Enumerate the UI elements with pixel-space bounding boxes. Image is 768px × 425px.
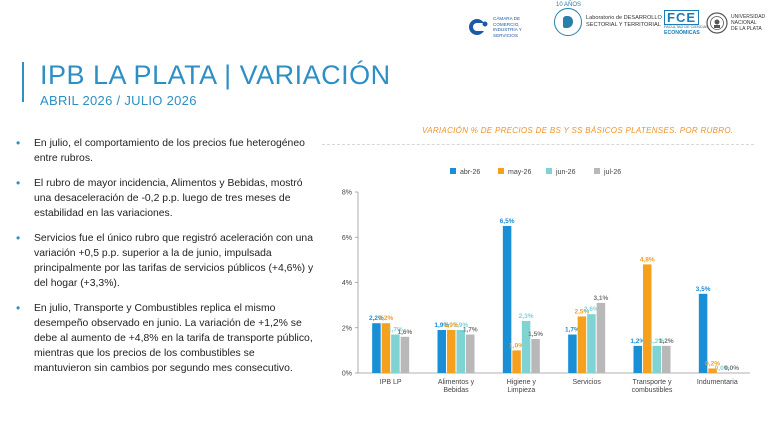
data-label-may-26: 2,5%: [575, 308, 590, 315]
bar-abr-26: [502, 225, 512, 373]
y-tick-label: 4%: [342, 280, 352, 287]
camara-logo: CÁMARA DE COMERCIO, INDUSTRIA Y SERVICIO…: [468, 16, 539, 39]
y-tick-label: 0%: [342, 371, 352, 378]
legend-swatch-jul-26: [594, 168, 600, 174]
bar-jul-26: [662, 345, 671, 373]
bullet-item: El rubro de mayor incidencia, Alimentos …: [14, 176, 314, 221]
laboratorio-emblem-icon: 10 AÑOS: [554, 2, 582, 36]
x-tick-label: combustibles: [632, 387, 673, 394]
data-label-jul-26: 0,0%: [724, 365, 739, 372]
data-label-jun-26: 1,2%: [649, 338, 664, 345]
fce-mark: FCE: [664, 10, 699, 25]
bar-may-26: [708, 368, 717, 373]
fce-logo: FCE FACULTAD DE CIENCIAS ECONÓMICAS: [664, 10, 709, 36]
data-label-jun-26: 1,7%: [388, 327, 403, 334]
title-accent-bar: [22, 62, 24, 102]
bar-jun-26: [652, 345, 661, 373]
legend-label-may-26: may-26: [508, 169, 531, 176]
y-tick-label: 8%: [342, 190, 352, 197]
logos-strip: CÁMARA DE COMERCIO, INDUSTRIA Y SERVICIO…: [468, 2, 768, 42]
x-tick-label: IPB LP: [380, 379, 402, 386]
data-label-jul-26: 1,2%: [659, 338, 674, 345]
data-label-abr-26: 1,7%: [565, 327, 580, 334]
data-label-jul-26: 1,6%: [398, 329, 413, 336]
bar-may-26: [643, 264, 652, 373]
bar-jul-26: [466, 334, 475, 373]
bar-abr-26: [698, 293, 708, 373]
chart-title-divider: [322, 144, 754, 146]
data-label-may-26: 0,2%: [705, 360, 720, 367]
unlp-logo: UNIVERSIDAD NACIONAL DE LA PLATA: [706, 12, 765, 34]
bar-may-26: [447, 330, 456, 373]
x-tick-label: Alimentos y: [438, 379, 475, 386]
bar-jun-26: [587, 314, 596, 373]
bullet-item: Servicios fue el único rubro que registr…: [14, 231, 314, 291]
data-label-jun-26: 2,3%: [519, 313, 534, 320]
bar-jun-26: [456, 330, 465, 373]
data-label-jul-26: 1,5%: [528, 331, 543, 338]
page-subtitle: ABRIL 2026 / JULIO 2026: [40, 93, 197, 108]
data-label-abr-26: 1,2%: [630, 338, 645, 345]
data-label-jul-26: 3,1%: [594, 295, 609, 302]
unlp-seal-icon: [706, 12, 728, 34]
legend-label-jul-26: jul-26: [603, 169, 621, 176]
legend-label-jun-26: jun-26: [555, 169, 576, 176]
data-label-may-26: 4,8%: [640, 256, 655, 263]
bar-jun-26: [391, 334, 400, 373]
legend-swatch-abr-26: [450, 168, 456, 174]
bar-abr-26: [633, 345, 642, 373]
bar-chart: abr-26 may-26 jun-26 jul-260%2%4%6%8%2,2%2,…: [342, 168, 750, 394]
bar-may-26: [577, 316, 587, 373]
data-label-jun-26: 2,6%: [584, 306, 599, 313]
camara-icon: [469, 19, 488, 36]
data-label-jun-26: 0,0%: [715, 365, 730, 372]
data-label-may-26: 1,0%: [509, 342, 524, 349]
bullet-item: En julio, el comportamiento de los preci…: [14, 136, 314, 166]
legend-swatch-jun-26: [546, 168, 552, 174]
x-tick-label: Servicios: [572, 379, 601, 386]
bar-jul-26: [596, 302, 606, 373]
page-title: IPB LA PLATA | VARIACIÓN: [40, 60, 391, 90]
unlp-line2: NACIONAL: [731, 19, 757, 26]
x-tick-label: Bebidas: [443, 387, 469, 394]
laboratorio-logo: 10 AÑOS Laboratorio de DESARROLLO SECTOR…: [554, 2, 662, 36]
x-tick-label: Indumentaria: [697, 379, 738, 386]
legend-swatch-may-26: [498, 168, 504, 174]
x-tick-label: Transporte y: [632, 379, 672, 386]
data-label-jul-26: 1,7%: [463, 327, 478, 334]
legend-label-abr-26: abr-26: [460, 169, 480, 176]
laboratorio-years: 10 AÑOS: [556, 2, 582, 8]
laboratorio-line2: SECTORIAL Y TERRITORIAL: [586, 22, 661, 28]
bar-abr-26: [372, 323, 381, 373]
x-tick-label: Limpieza: [507, 387, 535, 394]
data-label-abr-26: 3,5%: [696, 286, 711, 293]
fce-small-text: FACULTAD DE CIENCIAS: [664, 25, 709, 29]
y-tick-label: 6%: [342, 235, 352, 242]
y-tick-label: 2%: [342, 325, 352, 332]
x-tick-label: Higiene y: [507, 379, 537, 386]
bar-may-26: [381, 323, 391, 373]
bullet-item: En julio, Transporte y Combustibles repl…: [14, 301, 314, 376]
data-label-abr-26: 1,9%: [434, 322, 449, 329]
camara-logo-text: CÁMARA DE COMERCIO, INDUSTRIA Y SERVICIO…: [493, 16, 522, 39]
chart-title: VARIACIÓN % DE PRECIOS DE BS Y SS BÁSICO…: [422, 126, 734, 135]
bar-abr-26: [568, 334, 577, 373]
unlp-line3: DE LA PLATA: [731, 26, 762, 33]
bullet-list: En julio, el comportamiento de los preci…: [14, 136, 314, 386]
data-label-abr-26: 2,2%: [369, 315, 384, 322]
laboratorio-line1: Laboratorio de DESARROLLO: [586, 15, 662, 22]
data-label-abr-26: 6,5%: [500, 218, 515, 225]
fce-big-text: ECONÓMICAS: [664, 29, 700, 36]
data-label-may-26: 2,2%: [379, 315, 394, 322]
unlp-line1: UNIVERSIDAD: [731, 13, 766, 20]
bar-jul-26: [531, 339, 540, 373]
data-label-may-26: 1,9%: [444, 322, 459, 329]
data-label-jun-26: 1,9%: [453, 322, 468, 329]
bar-jun-26: [521, 320, 531, 373]
bar-may-26: [512, 350, 521, 373]
bar-jul-26: [400, 336, 410, 373]
bar-abr-26: [437, 330, 446, 373]
